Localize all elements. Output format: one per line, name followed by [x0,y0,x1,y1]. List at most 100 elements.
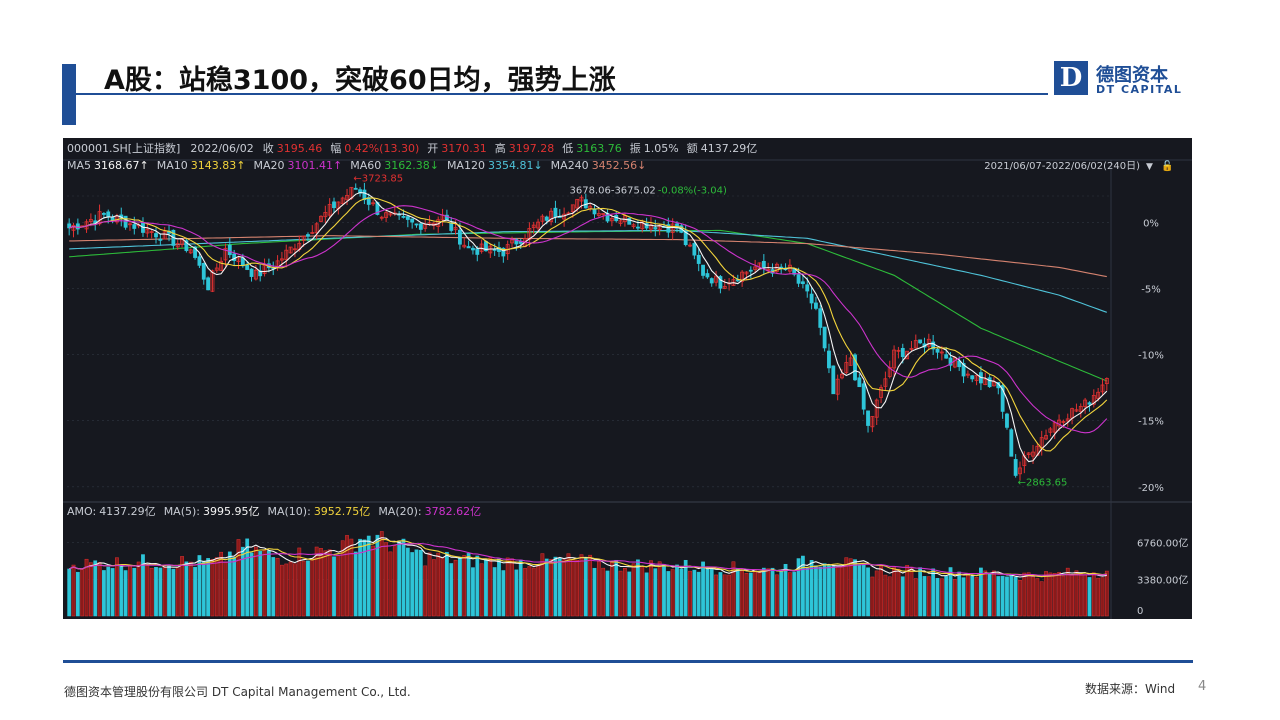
candle-body [197,256,202,266]
range-annotation: 3678.06-3675.02 -0.08%(-3.04) [569,185,726,196]
volume-bar [301,560,306,617]
candle-body [219,260,224,271]
volume-bar [175,566,180,617]
candle-body [154,233,158,238]
volume-bar [310,558,315,617]
volume-bar [1057,572,1061,617]
volume-bar [1000,575,1005,617]
candle-body [874,399,879,418]
volume-bar [488,557,493,617]
volume-bar [119,566,124,617]
candle-body [939,351,944,354]
volume-bar [727,574,731,617]
volume-bar [636,559,640,617]
candle-body [162,231,167,240]
volume-bar [857,564,862,617]
candle-body [931,341,936,350]
candle-body [1013,459,1018,476]
candle-body [549,210,554,223]
candle-body [844,362,849,373]
y-tick-label: -5% [1141,285,1160,296]
ma-legend-label: MA20 [253,159,284,172]
candle-body [319,215,323,222]
volume-bar [245,538,250,617]
candle-body [101,213,106,215]
volume-bar [983,570,988,617]
volume-bar [427,552,432,617]
volume-bar [401,538,406,617]
volume-bar [423,565,428,617]
volume-bar [679,568,684,617]
volume-bar [471,567,475,617]
page-number: 4 [1198,679,1207,694]
title-accent-bar [62,64,76,125]
candle-body [570,204,575,212]
candle-body [653,227,658,230]
volume-bar [436,552,441,617]
candle-body [175,243,180,248]
volume-bar [297,547,302,617]
quote-value: 4137.29亿 [701,142,758,155]
volume-bar [319,548,323,617]
candle-body [592,208,597,215]
candle-body [705,273,710,278]
volume-bar [353,551,358,617]
candle-body [722,285,727,289]
volume-bar [944,576,949,617]
volume-bar [1052,573,1057,617]
volume-bar [384,542,388,617]
volume-bar [675,564,679,617]
candle-body [796,274,801,284]
vol-tick-label: 3380.00亿 [1137,573,1188,586]
candle-body [306,234,310,237]
volume-bar [453,559,458,617]
candle-body [510,239,514,244]
volume-bar [887,576,892,617]
candle-body [149,231,154,234]
candle-body [227,244,232,256]
volume-bar [627,571,632,617]
candle-body [188,249,193,254]
volume-bar [227,551,232,617]
candle-body [961,363,966,377]
volume-bar [588,554,593,617]
amo-legend-value: 3995.95亿 [203,505,260,518]
volume-bar [992,570,996,617]
candle-body [405,216,410,220]
volume-bar [770,567,775,617]
volume-bar [562,559,566,617]
volume-bar [197,555,202,617]
volume-bar [149,567,154,617]
volume-bar [462,555,467,617]
volume-bar [1013,577,1018,617]
volume-bar [1083,574,1087,617]
candle-body [948,357,953,366]
volume-bar [801,555,805,617]
volume-bar [753,570,758,617]
volume-bar [514,569,519,617]
ma-legend-label: MA60 [350,159,381,172]
volume-bar [874,570,879,617]
volume-bar [1009,574,1014,617]
volume-bar [853,559,857,617]
volume-bar [1100,577,1105,617]
candle-body [553,207,558,218]
candle-body [900,347,905,358]
volume-bar [327,549,332,617]
vol-tick-label: 0 [1137,606,1143,617]
volume-bar [1044,571,1048,617]
logo-cn-text: 德图资本 [1096,65,1168,86]
volume-bar [544,558,549,617]
volume-bar [475,555,480,617]
volume-bar [280,564,284,617]
volume-bar [822,563,827,617]
volume-bar [692,569,697,617]
candle-body [249,268,254,277]
volume-bar [996,576,1001,617]
candle-body [848,357,853,366]
symbol-label: 000001.SH[上证指数] [67,141,180,155]
candle-body [1096,391,1101,399]
volume-bar [631,563,636,617]
volume-bar [180,556,184,617]
candle-body [718,276,723,289]
